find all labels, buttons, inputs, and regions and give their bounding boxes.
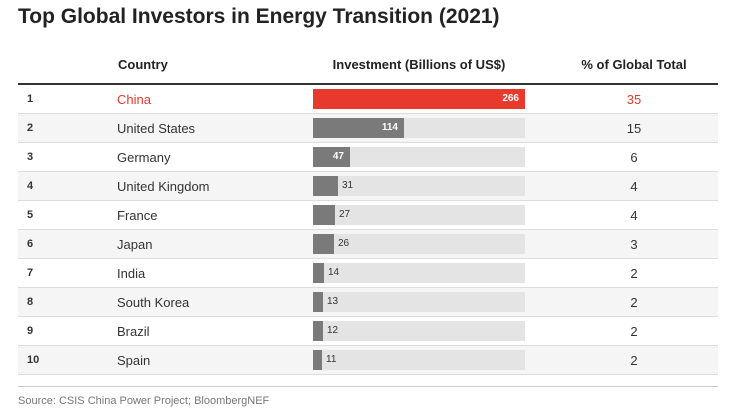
country-cell: China xyxy=(117,92,151,107)
investment-bar xyxy=(313,263,324,283)
country-cell: United Kingdom xyxy=(117,179,210,194)
investment-bar xyxy=(313,118,404,138)
country-cell: Japan xyxy=(117,237,153,252)
table-row: 3 Germany 47 6 xyxy=(18,143,718,172)
rank-cell: 7 xyxy=(27,267,34,279)
investment-bar xyxy=(313,321,323,341)
investment-value-label: 14 xyxy=(328,267,340,278)
investment-value-label: 26 xyxy=(338,238,350,249)
table-row: 9 Brazil 12 2 xyxy=(18,317,718,346)
percent-cell: 2 xyxy=(630,353,638,368)
table-row: 8 South Korea 13 2 xyxy=(18,288,718,317)
rank-cell: 9 xyxy=(27,325,34,337)
source-note: Source: CSIS China Power Project; Bloomb… xyxy=(18,395,270,407)
investment-value-label: 27 xyxy=(339,209,351,220)
investment-value-label: 266 xyxy=(502,93,519,104)
column-header-percent: % of Global Total xyxy=(581,57,687,72)
percent-cell: 35 xyxy=(626,92,642,107)
investment-bar-track: 266 xyxy=(313,89,525,109)
country-cell: Brazil xyxy=(117,324,150,339)
investment-bar-track: 11 xyxy=(313,350,525,370)
investment-bar xyxy=(313,350,322,370)
percent-cell: 4 xyxy=(630,208,638,223)
country-cell: India xyxy=(117,266,146,281)
investment-value-label: 11 xyxy=(326,354,337,365)
investment-value-label: 114 xyxy=(381,122,398,133)
rank-cell: 3 xyxy=(27,151,34,163)
percent-cell: 4 xyxy=(630,179,638,194)
percent-cell: 15 xyxy=(626,121,642,136)
table-row: 6 Japan 26 3 xyxy=(18,230,718,259)
investment-value-label: 12 xyxy=(327,325,339,336)
column-header-country: Country xyxy=(118,57,168,72)
investment-bar xyxy=(313,205,335,225)
footer-divider xyxy=(18,386,718,387)
investment-bar-track: 13 xyxy=(313,292,525,312)
investment-bar-track: 47 xyxy=(313,147,525,167)
country-cell: Spain xyxy=(117,353,151,368)
percent-cell: 2 xyxy=(630,295,638,310)
investment-bar-track: 27 xyxy=(313,205,525,225)
rank-cell: 10 xyxy=(27,354,40,366)
investment-bar xyxy=(313,147,350,167)
investment-bar-track: 26 xyxy=(313,234,525,254)
investment-value-label: 47 xyxy=(332,151,344,162)
investment-bar-track: 31 xyxy=(313,176,525,196)
investment-value-label: 31 xyxy=(342,180,354,191)
percent-cell: 6 xyxy=(630,150,638,165)
table-row: 2 United States 114 15 xyxy=(18,114,718,143)
percent-cell: 2 xyxy=(630,266,638,281)
investment-bar xyxy=(313,176,338,196)
table-row: 10 Spain 11 2 xyxy=(18,346,718,375)
rank-cell: 4 xyxy=(27,180,34,192)
rank-cell: 5 xyxy=(27,209,34,221)
table-row: 5 France 27 4 xyxy=(18,201,718,230)
percent-cell: 3 xyxy=(630,237,638,252)
header-divider xyxy=(18,83,718,85)
rank-cell: 8 xyxy=(27,296,34,308)
table-row: 4 United Kingdom 31 4 xyxy=(18,172,718,201)
investment-value-label: 13 xyxy=(327,296,339,307)
investment-bar xyxy=(313,234,334,254)
country-cell: United States xyxy=(117,121,196,136)
country-cell: Germany xyxy=(117,150,171,165)
table-row: 1 China 266 35 xyxy=(18,85,718,114)
investment-bar-track: 114 xyxy=(313,118,525,138)
chart-title: Top Global Investors in Energy Transitio… xyxy=(18,5,500,28)
investment-bar xyxy=(313,89,525,109)
country-cell: South Korea xyxy=(117,295,190,310)
investment-bar xyxy=(313,292,323,312)
rank-cell: 2 xyxy=(27,122,34,134)
investment-bar-track: 14 xyxy=(313,263,525,283)
investment-bar-track: 12 xyxy=(313,321,525,341)
table-row: 7 India 14 2 xyxy=(18,259,718,288)
rank-cell: 6 xyxy=(27,238,34,250)
percent-cell: 2 xyxy=(630,324,638,339)
country-cell: France xyxy=(117,208,158,223)
column-header-investment: Investment (Billions of US$) xyxy=(332,57,506,72)
rank-cell: 1 xyxy=(27,93,34,105)
